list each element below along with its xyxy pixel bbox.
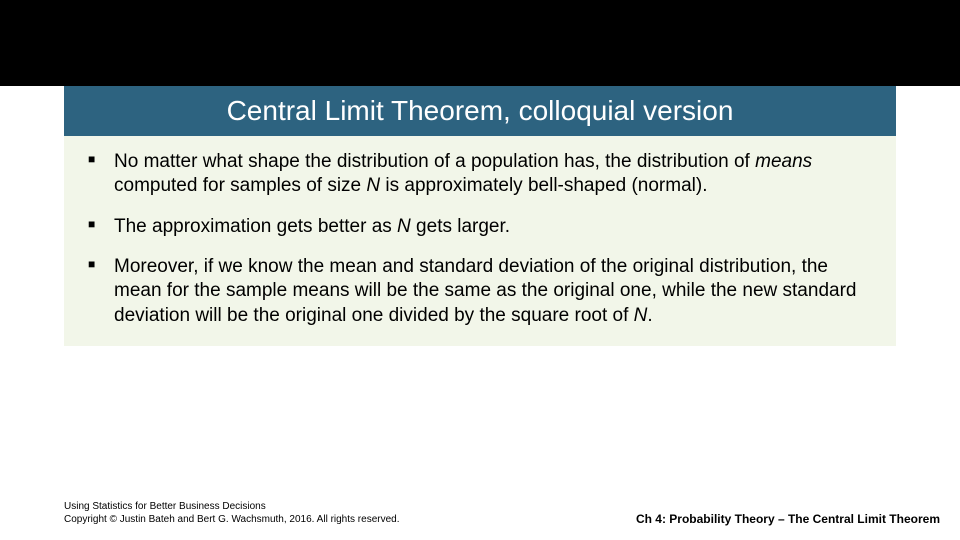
bullet-text-italic: N: [397, 216, 411, 237]
top-black-bar: [0, 0, 960, 86]
bullet-list: No matter what shape the distribution of…: [88, 150, 872, 328]
content-box: No matter what shape the distribution of…: [64, 136, 896, 346]
bullet-text-pre: The approximation gets better as: [114, 216, 397, 237]
bullet-text-post: is approximately bell-shaped (normal).: [380, 175, 707, 196]
bullet-item: The approximation gets better as N gets …: [88, 215, 872, 239]
bullet-item: Moreover, if we know the mean and standa…: [88, 255, 872, 328]
footer-copyright: Copyright © Justin Bateh and Bert G. Wac…: [64, 513, 400, 526]
bullet-text-italic: N: [634, 305, 648, 326]
footer-chapter: Ch 4: Probability Theory – The Central L…: [636, 512, 940, 526]
bullet-text-mid: gets larger.: [411, 216, 510, 237]
slide-title: Central Limit Theorem, colloquial versio…: [227, 95, 734, 127]
bullet-text-pre: No matter what shape the distribution of…: [114, 151, 755, 172]
bullet-text-italic: N: [366, 175, 380, 196]
footer-left: Using Statistics for Better Business Dec…: [64, 500, 400, 526]
slide-footer: Using Statistics for Better Business Dec…: [64, 500, 940, 526]
footer-book-title: Using Statistics for Better Business Dec…: [64, 500, 400, 513]
bullet-text-italic: means: [755, 151, 812, 172]
slide-header: Central Limit Theorem, colloquial versio…: [64, 86, 896, 136]
bullet-text-mid: .: [647, 305, 652, 326]
bullet-text-pre: Moreover, if we know the mean and standa…: [114, 256, 856, 326]
bullet-item: No matter what shape the distribution of…: [88, 150, 872, 199]
bullet-text-mid: computed for samples of size: [114, 175, 366, 196]
